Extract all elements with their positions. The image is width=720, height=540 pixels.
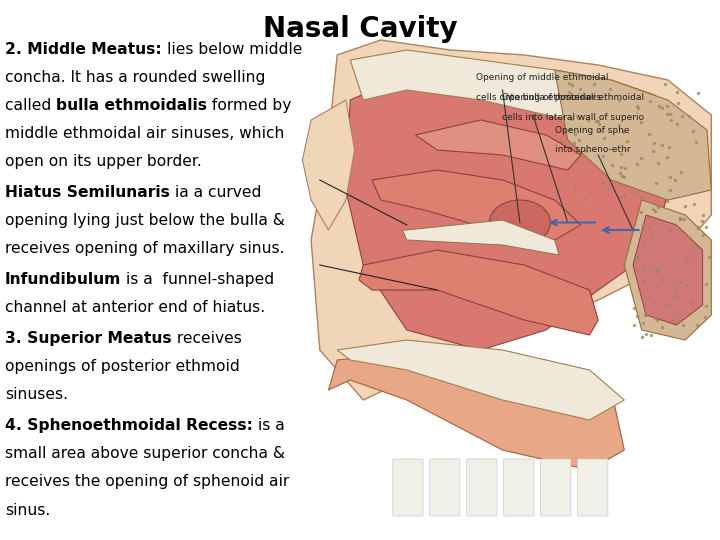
Text: channel at anterior end of hiatus.: channel at anterior end of hiatus. [5, 300, 265, 315]
Text: opening lying just below the bulla &: opening lying just below the bulla & [5, 213, 285, 228]
Polygon shape [633, 215, 703, 325]
Text: 4. Sphenoethmoidal Recess:: 4. Sphenoethmoidal Recess: [5, 418, 253, 433]
FancyBboxPatch shape [577, 459, 608, 516]
Text: receives the opening of sphenoid air: receives the opening of sphenoid air [5, 475, 289, 489]
Text: open on its upper border.: open on its upper border. [5, 154, 202, 170]
Text: sinus.: sinus. [5, 503, 50, 517]
Polygon shape [302, 100, 355, 230]
Polygon shape [328, 350, 624, 470]
Text: sinuses.: sinuses. [5, 387, 68, 402]
FancyBboxPatch shape [392, 459, 423, 516]
Text: Infundibulum: Infundibulum [5, 272, 122, 287]
Polygon shape [415, 120, 581, 170]
Text: ia a curved: ia a curved [170, 185, 261, 200]
Text: cells into lateral wall of superio: cells into lateral wall of superio [503, 112, 644, 122]
Polygon shape [350, 50, 668, 150]
Text: bulla ethmoidalis: bulla ethmoidalis [56, 98, 207, 113]
Text: into spheno-ethr: into spheno-ethr [554, 145, 630, 154]
Polygon shape [359, 250, 598, 335]
Polygon shape [554, 70, 711, 200]
Text: formed by: formed by [207, 98, 292, 113]
Polygon shape [311, 40, 711, 400]
Text: is a  funnel-shaped: is a funnel-shaped [122, 272, 274, 287]
Polygon shape [624, 200, 711, 340]
Text: receives opening of maxillary sinus.: receives opening of maxillary sinus. [5, 241, 284, 256]
Text: Opening of middle ethmoidal: Opening of middle ethmoidal [477, 73, 609, 83]
Text: is a: is a [253, 418, 284, 433]
Text: Opening of posterior ethmoidal: Opening of posterior ethmoidal [503, 93, 644, 103]
Text: Hiatus Semilunaris: Hiatus Semilunaris [5, 185, 170, 200]
Polygon shape [346, 75, 668, 350]
Text: Nasal Cavity: Nasal Cavity [263, 15, 457, 43]
Text: middle ethmoidal air sinuses, which: middle ethmoidal air sinuses, which [5, 126, 284, 141]
Text: small area above superior concha &: small area above superior concha & [5, 447, 285, 461]
Text: Opening of sphe: Opening of sphe [554, 126, 629, 135]
Polygon shape [402, 220, 559, 255]
Text: called: called [5, 98, 56, 113]
Polygon shape [337, 340, 624, 420]
Text: 3. Superior Meatus: 3. Superior Meatus [5, 331, 171, 346]
FancyBboxPatch shape [430, 459, 460, 516]
Text: lies below middle: lies below middle [167, 42, 302, 57]
Text: 2. Middle Meatus:: 2. Middle Meatus: [5, 42, 167, 57]
FancyBboxPatch shape [541, 459, 571, 516]
Polygon shape [372, 170, 581, 240]
FancyBboxPatch shape [504, 459, 534, 516]
Text: cells onto bulla ethmoidalis: cells onto bulla ethmoidalis [477, 92, 601, 102]
FancyBboxPatch shape [467, 459, 497, 516]
Text: concha. It has a rounded swelling: concha. It has a rounded swelling [5, 70, 266, 85]
Text: openings of posterior ethmoid: openings of posterior ethmoid [5, 359, 240, 374]
Ellipse shape [490, 200, 550, 245]
Text: receives: receives [171, 331, 241, 346]
